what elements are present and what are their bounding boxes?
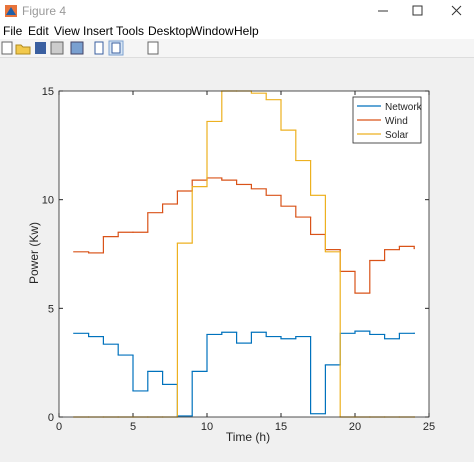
title-bar: Figure 4: [0, 0, 474, 22]
app-icon: [5, 5, 17, 17]
y-tick-label: 15: [42, 86, 54, 98]
menu-item[interactable]: Desktop: [148, 24, 193, 38]
y-axis-label: Power (Kw): [27, 222, 41, 284]
x-tick-label: 25: [423, 421, 435, 433]
toolbar-icons[interactable]: [0, 39, 170, 57]
legend-label: Wind: [385, 116, 408, 127]
y-tick-label: 0: [48, 412, 54, 424]
menu-item[interactable]: Help: [234, 24, 259, 38]
window-title: Figure 4: [22, 4, 67, 18]
menu-item[interactable]: File: [3, 24, 23, 38]
legend-label: Solar: [385, 130, 409, 141]
x-tick-label: 10: [201, 421, 213, 433]
y-tick-label: 5: [48, 303, 54, 315]
step-riser: [176, 91, 341, 417]
x-tick-label: 5: [130, 421, 136, 433]
axes-box: [58, 90, 430, 418]
menu-item[interactable]: Tools: [116, 24, 145, 38]
x-tick-label: 20: [349, 421, 361, 433]
series: [73, 330, 415, 417]
menu-item[interactable]: Edit: [28, 24, 49, 38]
toolbar: [0, 39, 474, 58]
menu-item[interactable]: Insert: [83, 24, 114, 38]
menu-bar: File Edit View Insert Tools Desktop Window Help: [0, 22, 474, 39]
chart: Time (h) Power (Kw) 0 5 10 15 20 25 0 5 10 15 Netw…: [27, 86, 435, 444]
menu-item[interactable]: View: [54, 24, 80, 38]
legend-label: Network: [385, 102, 423, 113]
legend-box: [352, 96, 422, 144]
menu-item[interactable]: Window: [191, 24, 234, 38]
y-tick-label: 10: [42, 195, 54, 207]
x-axis-label: Time (h): [226, 430, 270, 444]
x-tick-label: 15: [275, 421, 287, 433]
x-tick-label: 0: [56, 421, 62, 433]
plot-area: [59, 91, 429, 417]
window-controls[interactable]: [364, 0, 474, 22]
